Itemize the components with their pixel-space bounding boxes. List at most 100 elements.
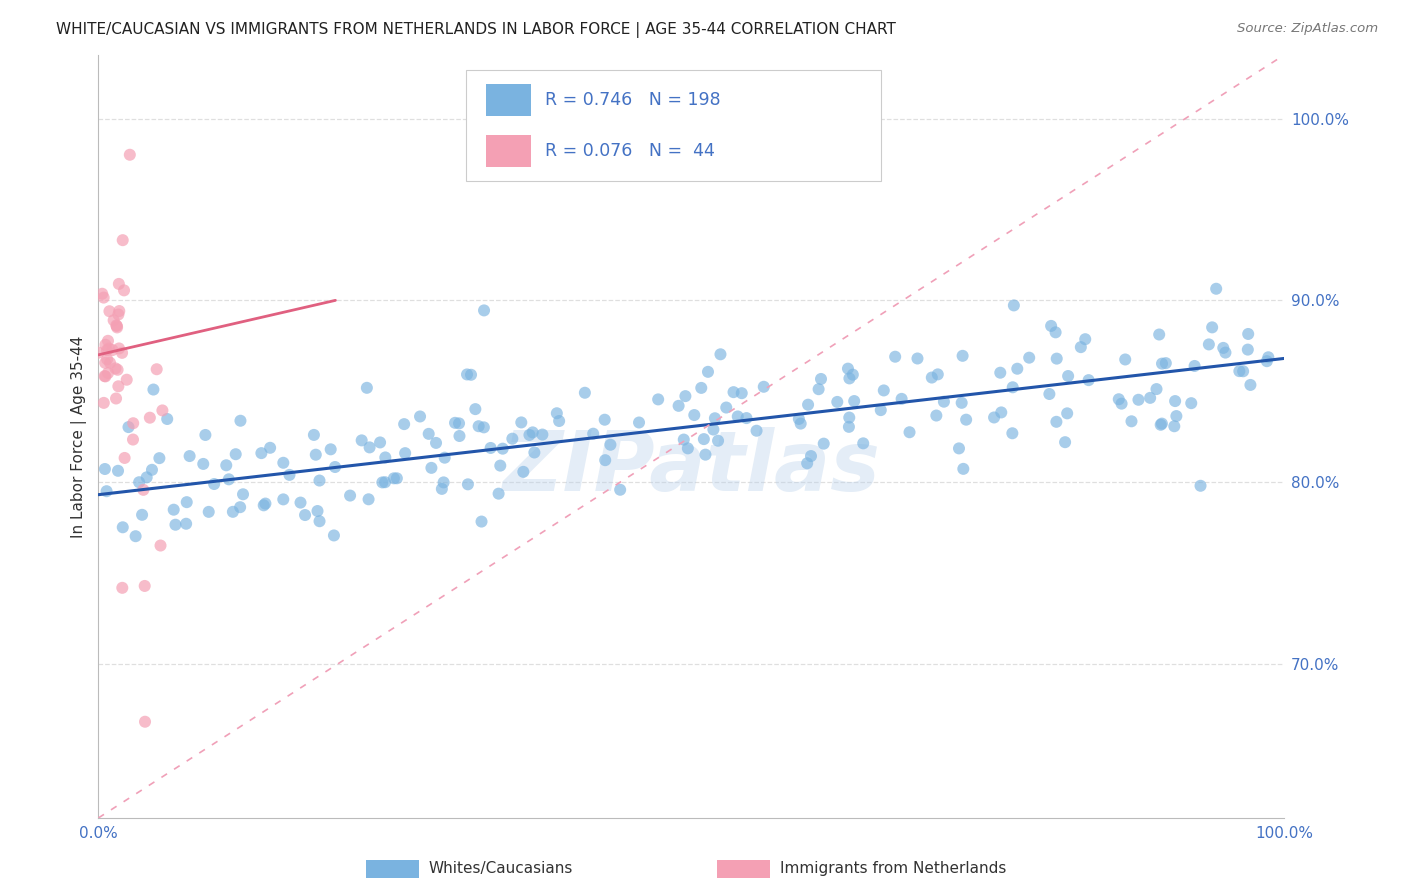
Point [1236, 343, 1258, 357]
Point [371, 475, 394, 490]
Point [683, 408, 706, 422]
Point [392, 417, 415, 431]
Point [93, 396, 115, 410]
Point [122, 416, 145, 430]
Point [94, 356, 117, 370]
Point [501, 432, 523, 446]
Point [278, 467, 301, 482]
Point [93, 291, 115, 305]
Point [593, 413, 616, 427]
Point [202, 477, 225, 491]
Point [955, 412, 977, 426]
Point [523, 445, 546, 459]
Point [433, 475, 456, 490]
Point [132, 483, 155, 497]
Point [574, 385, 596, 400]
Point [582, 426, 605, 441]
Point [197, 505, 219, 519]
Point [1150, 417, 1173, 432]
Point [385, 471, 408, 485]
Point [339, 489, 361, 503]
Point [114, 450, 136, 465]
Point [176, 495, 198, 509]
Point [838, 420, 860, 434]
Point [1163, 419, 1185, 434]
Point [844, 394, 866, 409]
Text: WHITE/CAUCASIAN VS IMMIGRANTS FROM NETHERLANDS IN LABOR FORCE | AGE 35-44 CORREL: WHITE/CAUCASIAN VS IMMIGRANTS FROM NETHE… [56, 22, 896, 38]
Point [139, 410, 162, 425]
Text: Whites/Caucasians: Whites/Caucasians [429, 862, 574, 876]
Point [807, 382, 830, 396]
Point [148, 451, 170, 466]
Point [145, 362, 167, 376]
Point [105, 318, 128, 333]
Bar [486, 84, 531, 116]
Point [323, 528, 346, 542]
Point [948, 442, 970, 456]
Point [932, 394, 955, 409]
Point [108, 342, 131, 356]
Point [1201, 320, 1223, 334]
Point [703, 411, 725, 425]
Point [1114, 352, 1136, 367]
Point [716, 401, 738, 415]
Point [464, 402, 486, 417]
Point [323, 460, 346, 475]
Point [93, 369, 115, 384]
Point [307, 504, 329, 518]
Point [1239, 378, 1261, 392]
Point [357, 492, 380, 507]
Point [149, 539, 172, 553]
Point [702, 423, 724, 437]
Point [852, 436, 875, 450]
Point [382, 471, 405, 485]
Point [96, 484, 118, 499]
Point [108, 304, 131, 318]
Point [131, 508, 153, 522]
Point [108, 277, 131, 291]
Point [418, 426, 440, 441]
Point [479, 441, 502, 455]
Point [1121, 414, 1143, 428]
Point [111, 581, 134, 595]
Point [789, 417, 811, 431]
Point [107, 464, 129, 478]
Point [1001, 426, 1024, 441]
Point [374, 475, 396, 490]
Point [124, 529, 146, 543]
Point [409, 409, 432, 424]
Point [470, 515, 492, 529]
Point [983, 410, 1005, 425]
Point [94, 338, 117, 352]
Point [430, 482, 453, 496]
Point [546, 406, 568, 420]
Point [218, 472, 240, 486]
Point [225, 447, 247, 461]
Point [97, 342, 120, 356]
Point [141, 463, 163, 477]
Bar [486, 136, 531, 168]
Point [628, 416, 651, 430]
Point [1070, 340, 1092, 354]
Point [356, 381, 378, 395]
Point [1007, 361, 1029, 376]
Point [91, 286, 114, 301]
Point [104, 361, 127, 376]
Point [1002, 298, 1025, 312]
Point [1146, 382, 1168, 396]
Point [797, 398, 820, 412]
Point [925, 409, 948, 423]
Point [707, 434, 730, 448]
Point [1227, 364, 1250, 378]
Point [254, 497, 277, 511]
Point [294, 508, 316, 522]
Point [519, 428, 541, 442]
Point [111, 233, 134, 247]
Point [1040, 318, 1063, 333]
Point [907, 351, 929, 366]
Point [1045, 326, 1067, 340]
Point [838, 371, 860, 385]
Point [842, 368, 865, 382]
Point [97, 334, 120, 348]
Point [472, 303, 495, 318]
